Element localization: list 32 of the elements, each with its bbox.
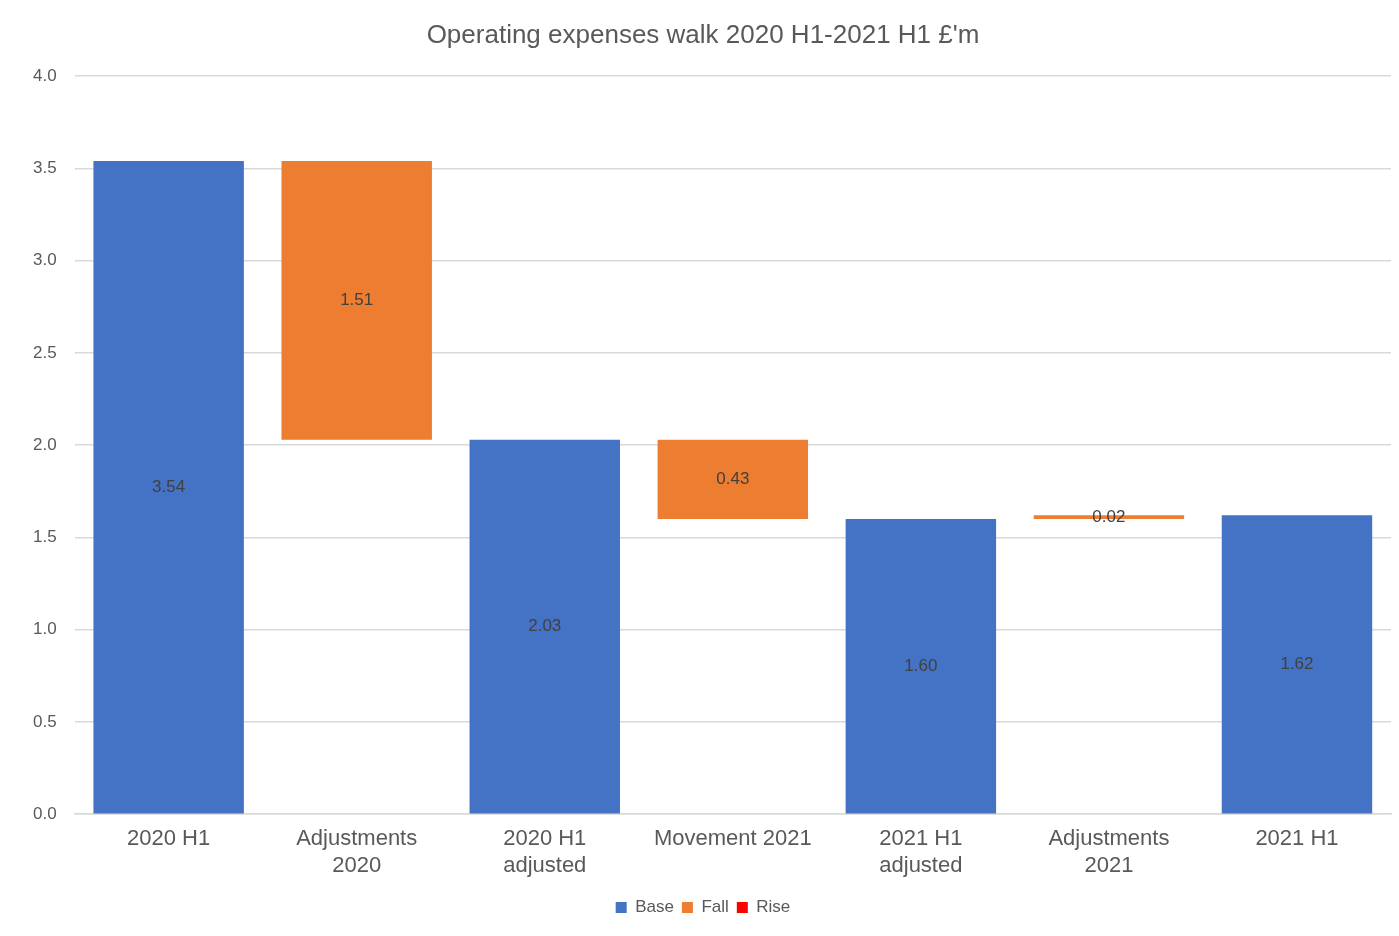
x-tick-label: Adjustments 2021 — [1048, 825, 1170, 877]
y-tick-label: 2.0 — [32, 434, 57, 454]
data-label: 1.51 — [340, 290, 374, 310]
bar — [281, 161, 432, 440]
y-tick-label: 3.0 — [32, 250, 57, 270]
y-tick-label: 2.5 — [32, 342, 57, 362]
x-tick-label: 2021 H1 — [1255, 825, 1339, 851]
y-tick-label: 1.5 — [32, 527, 57, 547]
bar — [845, 519, 997, 814]
y-tick-label: 0.0 — [32, 803, 57, 823]
chart-title: Operating expenses walk 2020 H1-2021 H1 £'m — [426, 18, 980, 49]
x-tick-label: 2020 H1 adjusted — [503, 825, 587, 877]
x-tick-label: Adjustments 2020 — [296, 825, 418, 877]
data-label: 3.54 — [152, 476, 186, 496]
data-label: 0.43 — [716, 469, 750, 489]
bar — [93, 161, 244, 814]
data-label: 2.03 — [528, 616, 562, 636]
bar — [657, 439, 809, 519]
bar — [469, 439, 620, 814]
y-tick-label: 4.0 — [32, 65, 57, 85]
data-label: 1.62 — [1280, 654, 1314, 674]
data-label: 1.60 — [904, 655, 938, 675]
legend-label: Base — [635, 897, 674, 917]
y-tick-label: 3.5 — [32, 158, 57, 178]
y-tick-label: 1.0 — [32, 619, 57, 639]
bar — [1221, 515, 1373, 814]
x-tick-label: Movement 2021 — [653, 825, 812, 851]
legend-label: Rise — [756, 897, 791, 917]
legend-label: Fall — [701, 897, 729, 917]
x-tick-label: 2021 H1 adjusted — [879, 825, 963, 877]
x-tick-label: 2020 H1 — [127, 825, 211, 851]
y-tick-label: 0.5 — [32, 711, 57, 731]
